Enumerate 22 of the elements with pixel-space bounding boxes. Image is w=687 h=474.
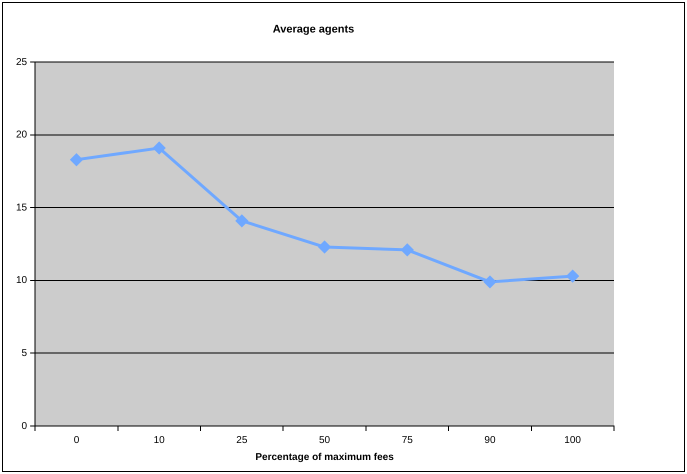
y-tick-label: 0 [22, 420, 28, 432]
x-axis-title: Percentage of maximum fees [255, 452, 394, 463]
x-tick-label: 10 [154, 434, 166, 446]
x-tick-label: 50 [319, 434, 331, 446]
x-tick-label: 100 [564, 434, 582, 446]
point [236, 214, 248, 227]
x-tick-label: 0 [74, 434, 80, 446]
point [153, 142, 166, 154]
y-tick-label: 25 [16, 56, 28, 68]
point [318, 241, 331, 254]
x-tick-label: 90 [484, 434, 496, 446]
y-tick-label: 10 [16, 275, 28, 286]
y-tick-label: 15 [16, 202, 28, 214]
point [484, 276, 496, 288]
point [401, 244, 414, 256]
y-tick-label: 20 [16, 130, 28, 141]
point [566, 270, 579, 282]
x-tick-label: 75 [402, 434, 414, 446]
y-tick-label: 5 [22, 348, 28, 359]
point [70, 154, 82, 166]
x-tick-label: 25 [236, 434, 248, 446]
chart-title: Average agents [272, 24, 354, 36]
